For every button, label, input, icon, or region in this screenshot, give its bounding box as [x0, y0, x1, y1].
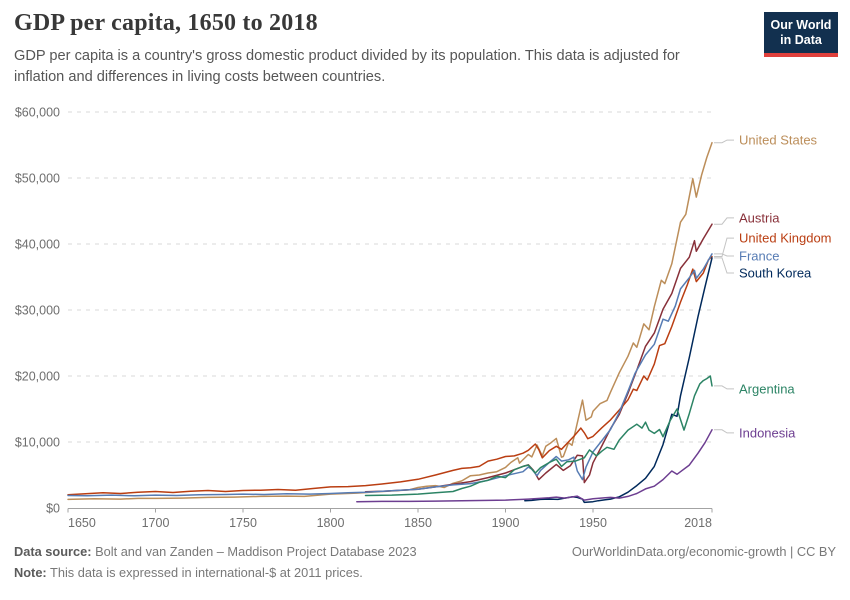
label-connector-indonesia: [714, 429, 734, 434]
label-connector-united-states: [714, 139, 734, 144]
label-connector-austria: [714, 217, 734, 225]
series-label-united-states[interactable]: United States: [739, 133, 818, 148]
owid-logo-line2: in Data: [780, 33, 822, 47]
y-axis-label: $0: [46, 502, 60, 516]
x-axis-label: 1950: [579, 516, 607, 530]
line-argentina[interactable]: [364, 375, 713, 497]
chart-header: GDP per capita, 1650 to 2018 GDP per cap…: [14, 10, 754, 88]
page-title: GDP per capita, 1650 to 2018: [14, 10, 318, 36]
label-connector-argentina: [714, 385, 734, 390]
owid-logo[interactable]: Our World in Data: [764, 12, 838, 57]
y-axis-label: $60,000: [15, 106, 60, 120]
line-france[interactable]: [67, 253, 713, 497]
series-label-argentina[interactable]: Argentina: [739, 381, 795, 396]
label-connector-france: [714, 253, 734, 257]
x-axis-label: 1800: [317, 516, 345, 530]
x-axis-label: 1750: [229, 516, 257, 530]
y-axis-label: $20,000: [15, 370, 60, 384]
data-source-label: Data source:: [14, 544, 92, 559]
line-south-korea[interactable]: [524, 257, 713, 504]
label-connector-united-kingdom: [714, 237, 734, 257]
footer-link[interactable]: OurWorldinData.org/economic-growth | CC …: [571, 544, 836, 559]
y-axis-label: $30,000: [15, 304, 60, 318]
y-axis-label: $50,000: [15, 172, 60, 186]
label-connector-south-korea: [714, 257, 734, 274]
data-source-text: Bolt and van Zanden – Maddison Project D…: [91, 544, 417, 559]
x-axis-label: 1700: [142, 516, 170, 530]
footer-note-label: Note:: [14, 565, 47, 580]
series-label-south-korea[interactable]: South Korea: [739, 266, 812, 281]
owid-logo-line1: Our World: [770, 18, 832, 32]
series-label-united-kingdom[interactable]: United Kingdom: [739, 231, 832, 246]
x-axis-label: 2018: [684, 516, 712, 530]
data-source: Data source: Bolt and van Zanden – Maddi…: [14, 544, 417, 559]
chart-footer: Data source: Bolt and van Zanden – Maddi…: [14, 544, 836, 580]
line-indonesia[interactable]: [356, 429, 713, 503]
series-label-austria[interactable]: Austria: [739, 210, 780, 225]
y-axis-label: $40,000: [15, 238, 60, 252]
footer-note-text: This data is expressed in international-…: [46, 565, 363, 580]
x-axis-label: 1850: [404, 516, 432, 530]
line-austria[interactable]: [364, 223, 713, 493]
footer-note: Note: This data is expressed in internat…: [14, 565, 836, 580]
series-label-indonesia[interactable]: Indonesia: [739, 425, 796, 440]
x-axis-label: 1900: [492, 516, 520, 530]
series-label-france[interactable]: France: [739, 249, 779, 264]
y-axis-label: $10,000: [15, 436, 60, 450]
chart-subtitle: GDP per capita is a country's gross dome…: [14, 48, 680, 86]
line-united-kingdom[interactable]: [67, 255, 713, 496]
x-axis-label: 1650: [68, 516, 96, 530]
